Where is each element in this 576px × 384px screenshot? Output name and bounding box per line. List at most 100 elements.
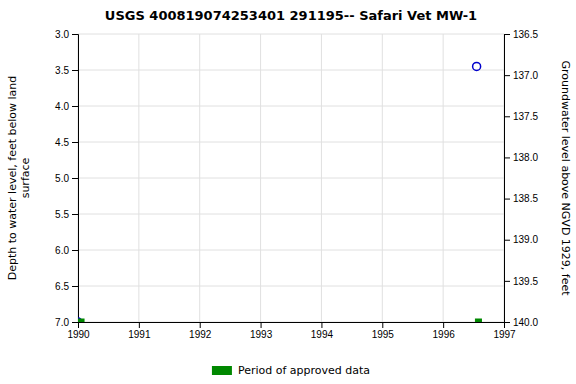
tick: 4.5 bbox=[55, 137, 78, 148]
tick-mark bbox=[504, 322, 510, 323]
tick-label: 5.0 bbox=[55, 173, 69, 184]
tick: 6.0 bbox=[55, 245, 78, 256]
tick-mark bbox=[200, 322, 201, 328]
tick-label: 1993 bbox=[250, 329, 273, 340]
y-axis: 3.0 3.5 4.0 4.5 5.0 5.5 6.0 6.5 7.0 bbox=[55, 29, 78, 328]
tick: 138.0 bbox=[504, 152, 538, 163]
tick-mark bbox=[72, 34, 78, 35]
tick-mark bbox=[72, 250, 78, 251]
tick-label: 6.5 bbox=[55, 281, 69, 292]
tick-label: 1996 bbox=[433, 329, 456, 340]
tick-label: 1991 bbox=[128, 329, 151, 340]
grid bbox=[78, 34, 504, 322]
marks bbox=[78, 62, 481, 322]
tick: 5.0 bbox=[55, 173, 78, 184]
tick: 1996 bbox=[433, 322, 456, 340]
grid-line bbox=[78, 286, 504, 287]
tick: 3.0 bbox=[55, 29, 78, 40]
tick-label: 136.5 bbox=[513, 29, 538, 40]
tick-mark bbox=[72, 286, 78, 287]
tick-mark bbox=[72, 106, 78, 107]
y2-axis-label: Groundwater level above NGVD 1929, feet bbox=[559, 60, 572, 296]
tick-label: 3.0 bbox=[55, 29, 69, 40]
grid-line bbox=[78, 178, 504, 179]
tick-mark bbox=[72, 214, 78, 215]
tick-label: 4.0 bbox=[55, 101, 69, 112]
tick-mark bbox=[139, 322, 140, 328]
legend-swatch bbox=[212, 366, 232, 375]
tick: 1995 bbox=[372, 322, 395, 340]
tick-label: 137.0 bbox=[513, 70, 538, 81]
series bbox=[78, 319, 481, 322]
chart: 1990 1991 1992 1993 1994 1995 1996 1997 3.0 3.5 4.… bbox=[0, 0, 576, 384]
tick-label: 138.0 bbox=[513, 152, 538, 163]
tick-mark bbox=[72, 322, 78, 323]
legend-label: Period of approved data bbox=[238, 364, 370, 377]
tick-mark bbox=[72, 178, 78, 179]
tick-label: 1995 bbox=[372, 329, 395, 340]
grid-line bbox=[78, 106, 504, 107]
tick-label: 140.0 bbox=[513, 317, 538, 328]
legend-item: Period of approved data bbox=[212, 364, 370, 377]
tick-mark bbox=[72, 142, 78, 143]
tick: 4.0 bbox=[55, 101, 78, 112]
tick: 137.5 bbox=[504, 111, 538, 122]
grid-line bbox=[78, 142, 504, 143]
tick: 1990 bbox=[67, 322, 90, 340]
axis-line bbox=[505, 35, 511, 323]
grid-line bbox=[78, 214, 504, 215]
tick: 1994 bbox=[311, 322, 334, 340]
tick-label: 4.5 bbox=[55, 137, 69, 148]
point-circle bbox=[473, 62, 481, 70]
tick-label: 1997 bbox=[493, 329, 516, 340]
tick: 1991 bbox=[128, 322, 151, 340]
tick: 136.5 bbox=[504, 29, 538, 40]
tick-mark bbox=[321, 322, 322, 328]
legend: Period of approved data bbox=[212, 364, 370, 377]
tick-mark bbox=[504, 281, 510, 282]
tick: 138.5 bbox=[504, 193, 538, 204]
series bbox=[78, 62, 481, 322]
tick-mark bbox=[261, 322, 262, 328]
tick-mark bbox=[382, 322, 383, 328]
y2-axis: 140.0 139.5 139.0 138.5 138.0 137.5 137.0 136.5 bbox=[504, 29, 538, 328]
tick-label: 5.5 bbox=[55, 209, 69, 220]
tick-label: 1992 bbox=[189, 329, 212, 340]
tick: 140.0 bbox=[504, 317, 538, 328]
tick-mark bbox=[443, 322, 444, 328]
tick: 7.0 bbox=[55, 317, 78, 328]
tick-mark bbox=[504, 240, 510, 241]
tick: 137.0 bbox=[504, 70, 538, 81]
tick-label: 137.5 bbox=[513, 111, 538, 122]
grid-line bbox=[78, 34, 504, 35]
grid-line bbox=[78, 250, 504, 251]
tick-mark bbox=[504, 116, 510, 117]
tick: 1992 bbox=[189, 322, 212, 340]
tick: 5.5 bbox=[55, 209, 78, 220]
tick-mark bbox=[504, 75, 510, 76]
tick-label: 1994 bbox=[311, 329, 334, 340]
tick-mark bbox=[72, 70, 78, 71]
axis-line bbox=[79, 323, 505, 329]
tick: 6.5 bbox=[55, 281, 78, 292]
tick: 139.5 bbox=[504, 276, 538, 287]
tick: 3.5 bbox=[55, 65, 78, 76]
tick-label: 3.5 bbox=[55, 65, 69, 76]
point-square bbox=[78, 319, 84, 322]
tick-mark bbox=[504, 157, 510, 158]
tick-label: 139.0 bbox=[513, 234, 538, 245]
point-square bbox=[475, 319, 481, 322]
tick-label: 138.5 bbox=[513, 193, 538, 204]
y-axis-label: Depth to water level, feet below landsur… bbox=[6, 76, 32, 281]
tick-mark bbox=[504, 34, 510, 35]
tick-label: 1990 bbox=[67, 329, 90, 340]
tick-label: 139.5 bbox=[513, 276, 538, 287]
grid-line bbox=[78, 70, 504, 71]
axis-line bbox=[72, 35, 79, 323]
title: USGS 400819074253401 291195-- Safari Vet… bbox=[105, 8, 477, 23]
tick-mark bbox=[504, 199, 510, 200]
plot: 1990 1991 1992 1993 1994 1995 1996 1997 3.0 3.5 4.… bbox=[55, 29, 538, 340]
tick-label: 6.0 bbox=[55, 245, 69, 256]
tick: 1993 bbox=[250, 322, 273, 340]
tick-label: 7.0 bbox=[55, 317, 69, 328]
